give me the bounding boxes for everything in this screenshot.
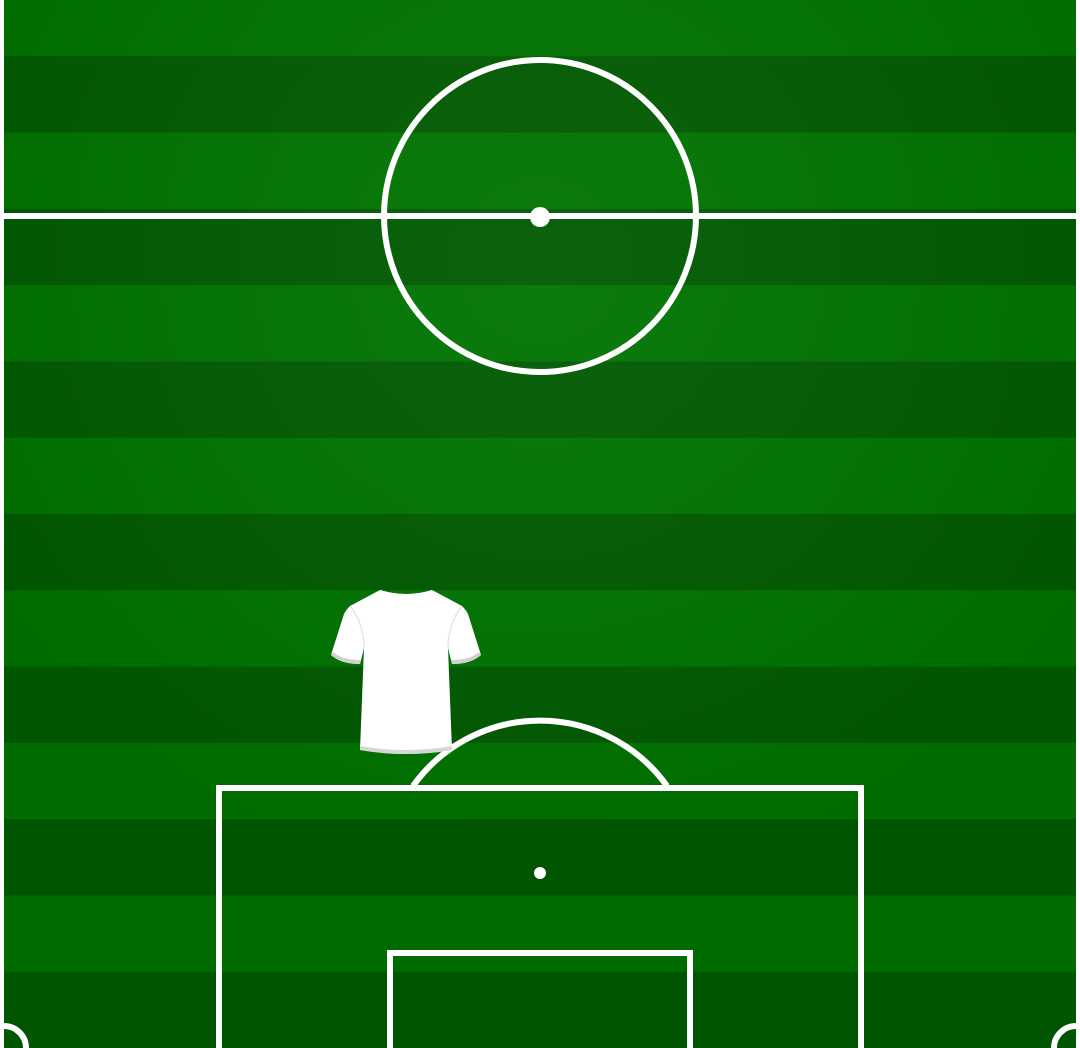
center-circle (381, 57, 699, 375)
shirt-icon (331, 590, 481, 754)
goal-area (387, 950, 693, 1048)
corner-arc-left (3, 1023, 29, 1048)
left-touchline-border (0, 0, 4, 1048)
center-spot (530, 207, 550, 227)
player-marker[interactable] (331, 590, 481, 754)
penalty-arc (410, 717, 670, 788)
right-touchline-border (1076, 0, 1080, 1048)
penalty-spot (534, 867, 546, 879)
pitch-shading (4, 0, 1076, 1048)
corner-arc-right (1051, 1023, 1077, 1048)
penalty-box (216, 785, 864, 1048)
